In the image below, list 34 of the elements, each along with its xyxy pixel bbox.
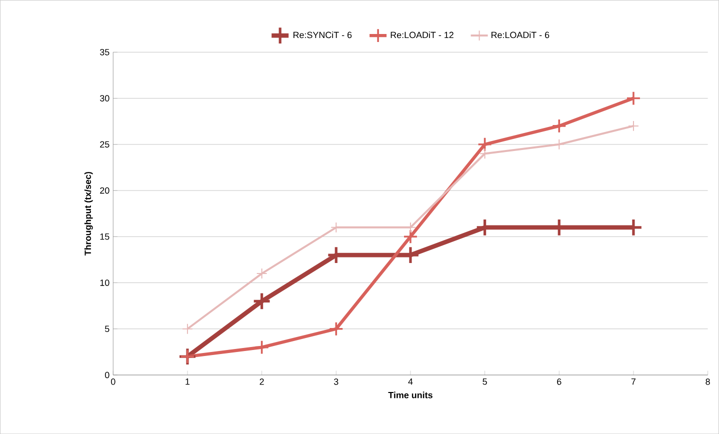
y-tick-label: 20 — [100, 187, 110, 194]
y-tick-label: 25 — [100, 141, 110, 148]
point — [552, 118, 567, 134]
point — [626, 90, 641, 106]
x-tick-label: 5 — [482, 378, 487, 385]
x-tick-label: 4 — [408, 378, 413, 385]
legend-label: Re:LOADiT - 6 — [492, 31, 550, 38]
point — [479, 148, 490, 160]
y-tick-label: 30 — [100, 95, 110, 102]
x-tick-label: 3 — [334, 378, 338, 385]
y-axis-title: Throughput (tx/sec) — [84, 172, 93, 256]
y-tick-label: 35 — [100, 48, 110, 56]
x-tick-label: 8 — [706, 378, 710, 385]
point — [182, 323, 193, 334]
y-tick-label: 0 — [104, 372, 110, 378]
point — [254, 340, 270, 355]
y-tick-label: 5 — [104, 326, 110, 332]
x-tick-label: 1 — [186, 378, 190, 385]
x-tick-label: 0 — [110, 378, 116, 385]
y-tick-label: 10 — [100, 280, 110, 286]
point — [256, 268, 268, 279]
point — [403, 229, 418, 244]
point — [477, 136, 492, 152]
point — [252, 292, 272, 310]
x-axis-title: Time units — [388, 392, 432, 398]
x-tick-label: 6 — [557, 378, 562, 385]
legend-label: Re:LOADiT - 12 — [390, 31, 454, 38]
point — [554, 138, 565, 150]
y-tick-label: 15 — [100, 233, 110, 240]
legend-label: Re:SYNCiT - 6 — [294, 31, 352, 38]
x-tick-label: 7 — [631, 378, 636, 385]
point — [628, 120, 639, 132]
point — [328, 321, 344, 336]
x-tick-label: 2 — [260, 378, 264, 385]
